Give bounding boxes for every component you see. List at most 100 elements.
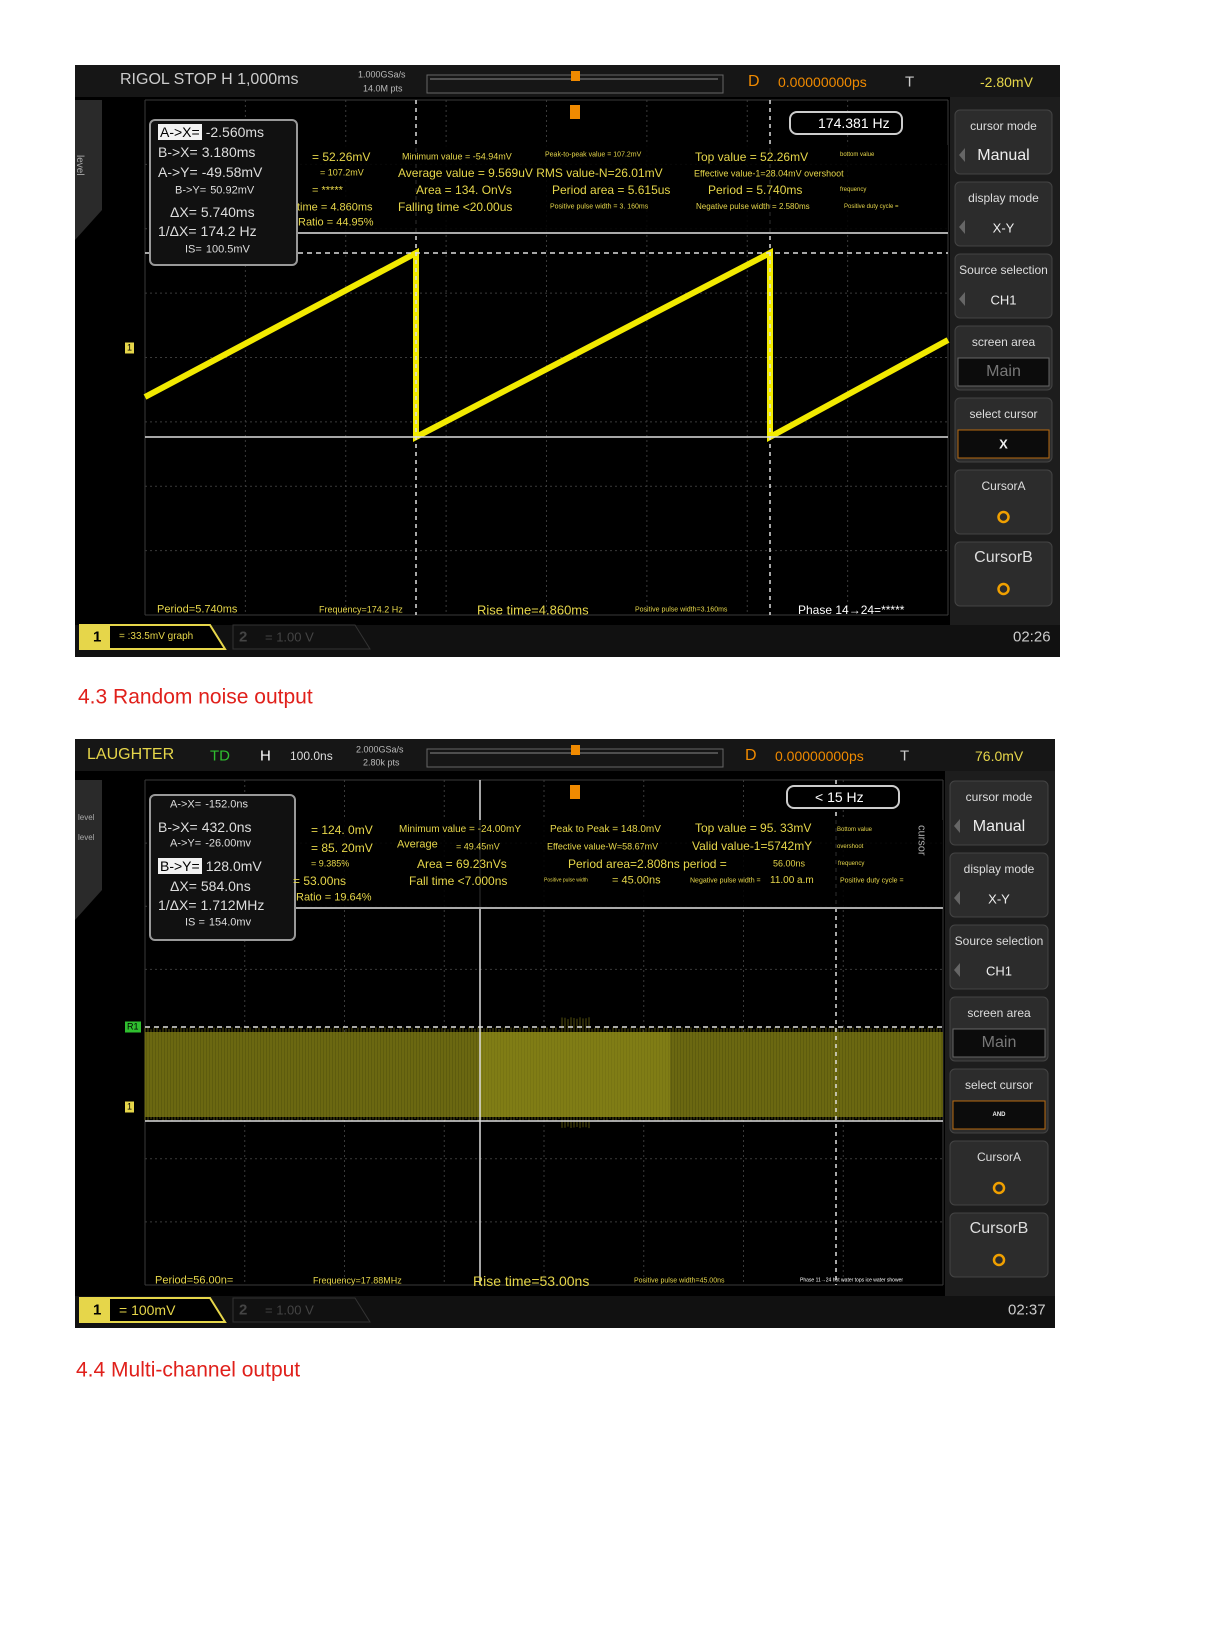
- bottom-measurement: Rise time=53.00ns: [473, 1273, 590, 1289]
- menu-value-box: [952, 1028, 1046, 1058]
- measurement: Area = 134. OnVs: [416, 183, 512, 197]
- top-bar: [75, 739, 1055, 771]
- measurement: Period area=2.808ns period =: [568, 857, 727, 871]
- measurement-overlay: [295, 820, 943, 908]
- cursor-panel: [149, 794, 296, 941]
- side-label: level: [78, 813, 95, 822]
- menu-item: [949, 1140, 1049, 1206]
- measurement: Area = 69.23nVs: [417, 857, 507, 871]
- frequency: < 15 Hz: [815, 789, 864, 805]
- header-text: T: [905, 73, 915, 91]
- menu-icon: [997, 582, 1010, 596]
- frequency-box: [786, 785, 900, 809]
- measurement: bottom value: [840, 152, 875, 158]
- cursor-value: 50.92mV: [210, 184, 255, 197]
- measurement: = 124. 0mV: [311, 823, 373, 837]
- status-bar: [75, 1296, 1055, 1328]
- menu-item: [954, 469, 1053, 535]
- channel-number: 2: [239, 628, 248, 646]
- menu-value-box: [952, 1100, 1046, 1130]
- menu-value: Main: [986, 363, 1021, 380]
- trigger-marker: [570, 105, 580, 119]
- cursor-readout: A->X= -152.0ns: [170, 798, 248, 811]
- menu-icon: [992, 1253, 1006, 1267]
- side-label: level: [75, 155, 85, 176]
- side-label: cursor: [915, 825, 928, 856]
- measurement: Period area = 5.615us: [552, 183, 671, 197]
- channel-badge: [232, 624, 371, 650]
- measurement: = 9.385%: [311, 858, 350, 869]
- menu-value: Main: [981, 1034, 1017, 1051]
- menu-arrow: [954, 963, 960, 977]
- bottom-measurement: Period=5.740ms: [157, 603, 238, 616]
- cursor-label: IS =: [185, 916, 205, 929]
- menu-value: CH1: [985, 963, 1013, 979]
- menu-item: [949, 924, 1049, 990]
- cursor-value: 154.0mv: [208, 916, 252, 929]
- measurement: 56.00ns: [773, 858, 806, 869]
- cursor-value: 5.740ms: [200, 204, 255, 220]
- measurement: Valid value-1=5742mY: [692, 839, 813, 853]
- header-text: 0.00000000ps: [778, 74, 867, 90]
- header-text: LAUGHTER: [87, 746, 175, 763]
- measurement: Minimum value = -24.00mY: [399, 824, 521, 835]
- measurement: overshoot: [837, 844, 864, 850]
- menu-value: X-Y: [988, 891, 1010, 907]
- cursor-label: A->X=: [158, 124, 202, 140]
- level-tab: [75, 100, 102, 240]
- cursor-label: ΔX=: [170, 878, 197, 894]
- measurement: Positive duty cycle =: [844, 204, 899, 210]
- measurement: frequency: [840, 187, 867, 193]
- measurement: Falling time <20.00us: [398, 200, 513, 214]
- bottom-measurement: Phase 14→24=*****: [798, 603, 905, 617]
- measurement: time = 4.860ms: [297, 201, 373, 214]
- menu-item: [949, 780, 1049, 846]
- cursor-value: 174.2 Hz: [200, 223, 257, 239]
- cursor-readout: A->X= -2.560ms: [158, 124, 265, 140]
- menu-title: Source selection: [959, 263, 1048, 277]
- cursor-value: -49.58mV: [201, 164, 263, 180]
- measurement-overlay: [297, 145, 948, 233]
- measurement: Average value = 9.569uV RMS value-N=26.0…: [398, 166, 663, 180]
- cursor-value: -152.0ns: [205, 798, 248, 811]
- measurement: Negative pulse width = 2.580ms: [696, 202, 810, 211]
- cursor-label: B->Y=: [175, 184, 207, 197]
- status-bar: [75, 625, 1060, 657]
- measurement: Ratio = 44.95%: [298, 216, 374, 229]
- channel-number: 1: [93, 628, 102, 646]
- menu-title: display mode: [963, 862, 1035, 876]
- menu-arrow: [959, 220, 965, 234]
- cursor-readout: B->X= 3.180ms: [158, 145, 255, 159]
- menu-item: [954, 541, 1053, 607]
- channel-number: 1: [93, 1301, 102, 1319]
- noise-dense: [480, 1032, 670, 1117]
- menu-value: Manual: [972, 818, 1026, 835]
- cursor-readout: A->Y= -26.00mv: [170, 838, 251, 850]
- measurement: Top value = 95. 33mV: [695, 821, 812, 835]
- cursor-value: -2.560ms: [205, 124, 265, 140]
- menu-title: CursorB: [969, 1220, 1029, 1237]
- measurement: Positive pulse width: [544, 877, 588, 884]
- cursor-label: A->X=: [170, 798, 202, 811]
- menu-value: X: [999, 436, 1008, 452]
- trigger-marker: [570, 785, 580, 799]
- cursor-readout: B->Y= 128.0mV: [158, 858, 262, 874]
- header-text: T: [900, 747, 910, 765]
- top-bar: [75, 65, 1060, 97]
- measurement: Positive pulse width = 3. 160ms: [550, 203, 649, 211]
- header-text: D: [748, 73, 760, 90]
- oscilloscope-screen: cursor mode Manual display mode X-Y Source s…: [75, 739, 1055, 1328]
- measurement: Period = 5.740ms: [708, 183, 803, 197]
- menu-value: CH1: [990, 292, 1017, 308]
- menu-item: [949, 852, 1049, 918]
- cursor-label: ΔX=: [170, 204, 197, 220]
- measurement: Bottom value: [837, 827, 873, 833]
- cursor-value: 3.180ms: [201, 144, 256, 160]
- header-text: -2.80mV: [980, 74, 1033, 90]
- cursor-readout: ΔX= 5.740ms: [170, 205, 255, 219]
- trace-marker: 1: [125, 342, 135, 354]
- measurement: = *****: [312, 184, 343, 197]
- measurement: Negative pulse width =: [690, 877, 761, 885]
- measurement: Effective value-W=58.67mV: [547, 841, 659, 852]
- cursor-value: 128.0mV: [205, 858, 262, 874]
